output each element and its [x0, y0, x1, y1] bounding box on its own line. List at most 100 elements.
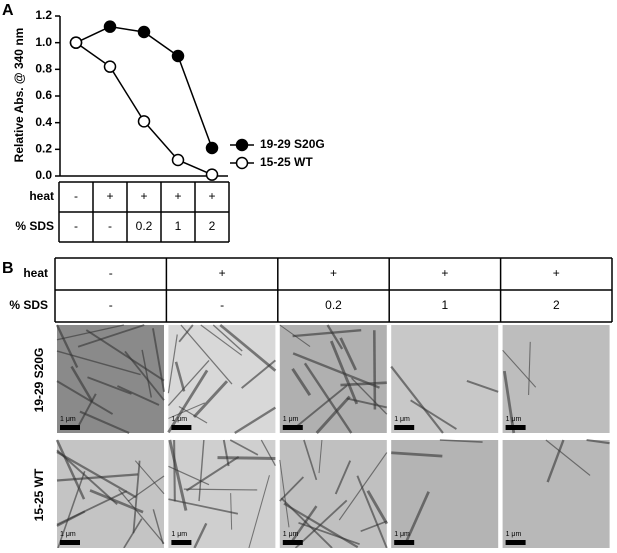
cell: + [106, 189, 113, 203]
fibril [70, 365, 94, 403]
fibril [351, 377, 388, 415]
series-line [75, 25, 213, 149]
scale-bar-label: 1 μm [283, 416, 299, 423]
panel-label: A [2, 2, 14, 19]
fibril [528, 341, 531, 395]
data-point [69, 36, 83, 49]
fibril [241, 359, 277, 389]
cell: - [108, 219, 112, 233]
cell: - [109, 266, 113, 280]
fibril [439, 439, 483, 443]
fibril [168, 439, 188, 511]
fibril [290, 505, 318, 544]
y-tick-label: 0.6 [35, 88, 52, 102]
fibril [260, 439, 276, 466]
fibril [56, 380, 114, 415]
fibril [298, 521, 360, 546]
fibril [373, 330, 377, 410]
cell: 1 [175, 219, 182, 233]
y-axis-label: Relative Abs. @ 340 nm [12, 28, 26, 163]
row-label: 19-29 S20G [32, 348, 46, 413]
fibril [200, 324, 243, 356]
fibril [85, 329, 165, 382]
fibril [291, 368, 312, 396]
fibril [183, 488, 258, 491]
data-point [103, 20, 117, 33]
scale-bar [282, 425, 303, 430]
fibril [127, 475, 165, 502]
fibril [123, 518, 143, 549]
data-point [171, 49, 185, 63]
cell: - [74, 219, 78, 233]
fibril [248, 475, 270, 549]
y-tick-label: 0.8 [35, 62, 52, 76]
fibril [152, 328, 165, 392]
y-tick-label: 0.2 [35, 142, 52, 156]
fibril [292, 329, 362, 338]
y-tick-label: 0.4 [35, 115, 52, 129]
fibril [366, 490, 389, 525]
fibril [339, 337, 358, 371]
row-label: heat [29, 189, 54, 203]
fibril [466, 379, 499, 393]
cell: - [109, 298, 113, 312]
y-tick-label: 0.0 [35, 168, 52, 182]
fibril [132, 460, 141, 534]
fibril [303, 362, 353, 434]
scale-bar-label: 1 μm [283, 531, 299, 538]
legend-label: 19-29 S20G [260, 137, 325, 151]
fibril [134, 460, 165, 495]
fibril [391, 451, 443, 458]
cell: 1 [442, 298, 449, 312]
fibril [502, 349, 537, 388]
fibril [198, 439, 205, 502]
fibril [167, 360, 210, 407]
fibril [57, 471, 86, 549]
fibril [326, 324, 344, 350]
fibril [192, 380, 229, 418]
micrograph [391, 440, 499, 548]
scale-bar-label: 1 μm [394, 531, 410, 538]
data-point [205, 141, 219, 155]
scale-bar [171, 425, 192, 430]
fibril [360, 520, 388, 532]
fibril [141, 349, 153, 398]
scale-bar [394, 540, 415, 545]
y-tick-label: 1.0 [35, 35, 52, 49]
fibril [222, 439, 230, 467]
row-label: % SDS [9, 298, 48, 312]
fibril [180, 324, 233, 385]
data-point [103, 60, 117, 73]
fibril [303, 439, 318, 481]
fibril [77, 324, 145, 348]
fibril [279, 476, 305, 502]
fibril [174, 361, 186, 392]
scale-bar [505, 540, 526, 545]
legend-marker [235, 156, 249, 170]
scale-bar [60, 425, 80, 430]
fibril [55, 324, 79, 369]
fibril [318, 439, 323, 474]
scale-bar [282, 540, 303, 545]
scale-bar-label: 1 μm [60, 416, 76, 423]
fibril [55, 439, 86, 500]
fibril [229, 439, 259, 456]
panel-label: B [2, 260, 14, 277]
fibril [230, 493, 233, 530]
scale-bar [171, 540, 192, 545]
fibril [124, 350, 165, 401]
fibril [168, 465, 210, 486]
fibril [586, 438, 610, 445]
micrograph [168, 325, 276, 433]
fibril [219, 323, 277, 372]
scale-bar [60, 540, 80, 545]
data-point [137, 115, 151, 128]
fibril [346, 397, 388, 409]
micrograph [391, 325, 499, 433]
cell: + [208, 189, 215, 203]
fibril [178, 324, 194, 343]
cell: + [330, 266, 337, 280]
cell: + [219, 266, 226, 280]
cell: 2 [553, 298, 560, 312]
